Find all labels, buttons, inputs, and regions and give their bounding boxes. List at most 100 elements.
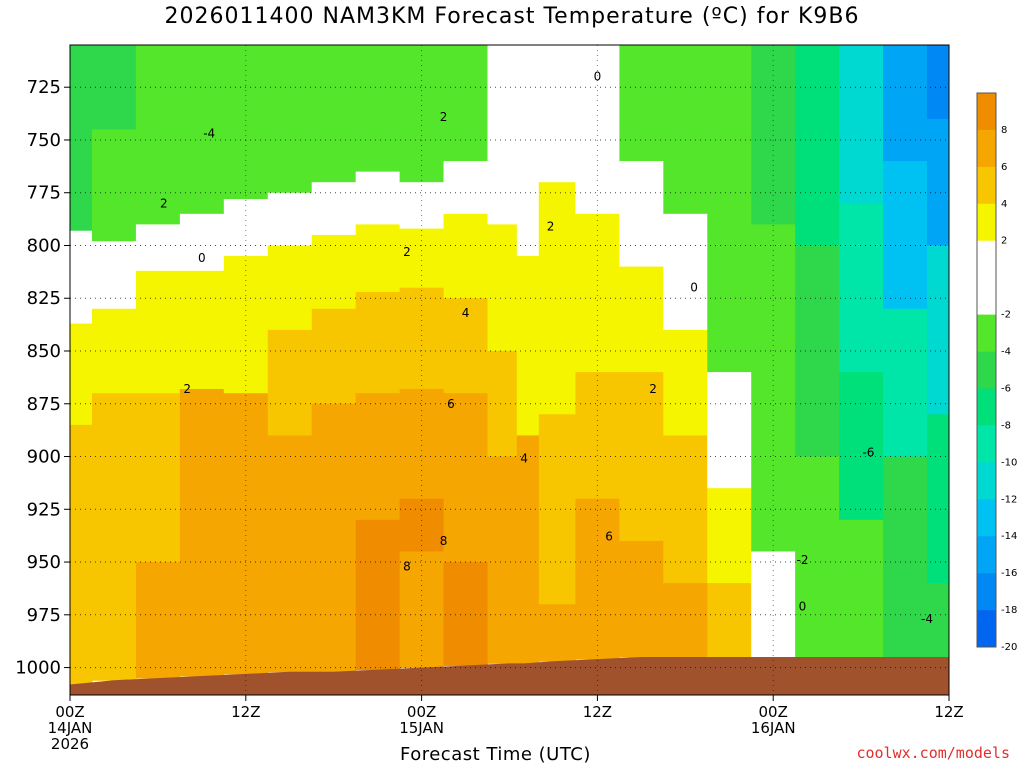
colorbar-label: 2 — [1001, 236, 1007, 247]
temp-cell — [179, 213, 225, 272]
temp-cell — [311, 45, 357, 183]
colorbar-label: 8 — [1001, 125, 1007, 136]
temp-cell — [267, 329, 313, 436]
contour-label: 4 — [462, 306, 470, 320]
temp-cell — [839, 519, 884, 658]
colorbar-label: -8 — [1001, 420, 1011, 431]
colorbar-label: 4 — [1001, 199, 1007, 210]
temp-cell — [135, 270, 181, 394]
x-tick-label: 00Z — [407, 703, 436, 721]
colorbar-swatch — [977, 462, 996, 500]
temp-cell — [70, 323, 93, 426]
contour-label: 2 — [440, 110, 448, 124]
temp-cell — [399, 228, 445, 289]
temp-cell — [91, 45, 137, 130]
chart-title: 2026011400 NAM3KM Forecast Temperature (… — [164, 4, 860, 29]
y-tick-label: 875 — [27, 394, 61, 415]
contour-label: 4 — [520, 452, 528, 466]
contour-label: 0 — [799, 599, 807, 613]
temp-cell — [619, 540, 664, 658]
temp-cell — [751, 414, 796, 552]
contour-label: 0 — [198, 251, 206, 265]
y-tick-label: 925 — [27, 499, 61, 520]
temp-cell — [619, 266, 664, 373]
temp-cell — [399, 287, 445, 390]
colorbar-swatch — [977, 240, 996, 278]
temp-cell — [267, 245, 313, 331]
temp-cell — [575, 213, 620, 373]
temp-cell — [91, 129, 137, 242]
temp-cell — [795, 45, 840, 246]
temp-cell — [179, 388, 225, 677]
y-tick-label: 900 — [27, 447, 61, 468]
temp-cell — [443, 393, 489, 563]
contour-label: 0 — [594, 70, 602, 84]
temp-cell — [487, 224, 518, 352]
contour-label: 8 — [440, 534, 448, 548]
temp-cell — [311, 308, 357, 405]
temp-cell — [311, 182, 357, 236]
temp-cell — [619, 45, 664, 162]
temp-cell — [927, 414, 949, 584]
y-axis: 725 750 775 800 825 850 875 900 925 950 975 1000 — [15, 77, 70, 679]
temp-cell — [487, 45, 518, 225]
contour-label: 6 — [605, 530, 613, 544]
temp-cell — [663, 583, 708, 658]
temp-cell — [883, 161, 928, 310]
temp-cell — [443, 161, 489, 215]
temp-cell — [443, 298, 489, 394]
temp-cell — [663, 329, 708, 436]
temp-cell — [538, 45, 576, 183]
temp-cell — [267, 45, 313, 99]
colorbar-swatch — [977, 388, 996, 426]
colorbar-swatch — [977, 203, 996, 242]
temp-cell — [516, 256, 540, 436]
colorbar: 8 6 4 2 -2 -4 -6 -8 -10 -12 -14 -16 -18 -20 — [976, 92, 1017, 653]
temp-cell — [538, 604, 576, 662]
colorbar-label: 6 — [1001, 162, 1007, 173]
credit-link[interactable]: coolwx.com/models — [856, 744, 1010, 762]
colorbar-swatch — [977, 425, 996, 463]
temp-cell — [311, 403, 357, 673]
temp-cell — [355, 45, 401, 173]
temp-cell — [223, 256, 269, 394]
colorbar-label: -4 — [1001, 347, 1011, 358]
temp-cell — [927, 45, 949, 120]
temp-cell — [707, 372, 752, 489]
contour-label: 2 — [403, 245, 411, 259]
colorbar-label: -14 — [1001, 531, 1017, 542]
temp-cell — [267, 97, 313, 194]
colorbar-label: -6 — [1001, 383, 1011, 394]
temp-cell — [883, 45, 928, 162]
contour-labels: 0 2 -4 2 2 0 2 0 4 2 2 6 4 -6 6 8 8 -2 0 -4 — [160, 70, 933, 626]
temp-cell — [795, 245, 840, 458]
y-tick-label: 975 — [27, 605, 61, 626]
temp-cell — [267, 435, 313, 673]
temp-cell — [516, 435, 540, 664]
x-tick-label: 2026 — [51, 735, 89, 753]
temp-cell — [839, 372, 884, 521]
temp-cell — [538, 414, 576, 605]
temp-cell — [311, 234, 357, 310]
y-tick-label: 750 — [27, 130, 61, 151]
temp-cell — [839, 203, 884, 373]
temp-cell — [223, 199, 269, 257]
temp-cell — [927, 118, 949, 246]
temp-cell — [795, 583, 840, 658]
temp-cell — [516, 45, 540, 257]
temp-cell — [399, 45, 445, 183]
contour-label: 2 — [649, 382, 657, 396]
colorbar-label: -2 — [1001, 310, 1011, 321]
temp-cell — [927, 583, 949, 658]
colorbar-label: -12 — [1001, 494, 1017, 505]
x-axis-title: Forecast Time (UTC) — [400, 744, 591, 765]
temp-cell — [619, 161, 664, 268]
temp-cell — [135, 45, 181, 162]
temp-cell — [751, 45, 796, 225]
temp-cell — [355, 224, 401, 293]
colorbar-swatch — [977, 351, 996, 389]
colorbar-swatch — [977, 536, 996, 574]
colorbar-label: -10 — [1001, 457, 1017, 468]
contour-label: 2 — [160, 196, 168, 210]
